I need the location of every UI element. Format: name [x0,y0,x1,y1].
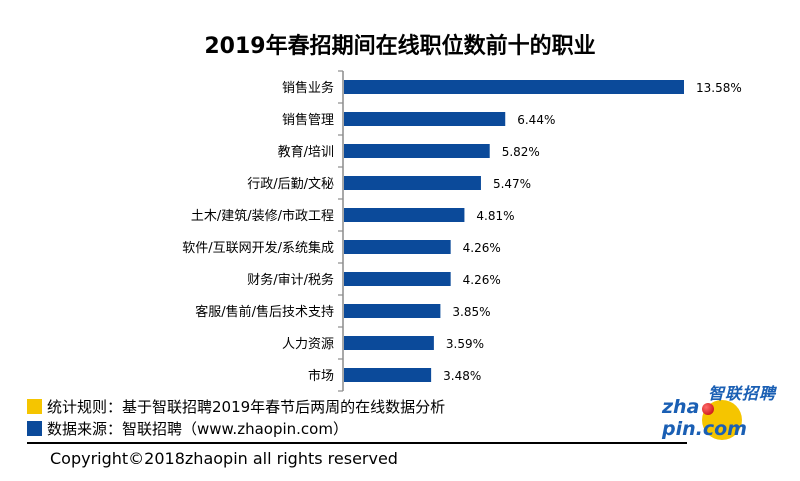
data-label: 4.26% [463,241,501,255]
logo-en-text: zhapin.com [662,396,747,440]
logo-ball-icon [702,403,714,415]
bar [344,272,451,286]
data-label: 6.44% [517,113,555,127]
note-text: 数据来源：智联招聘（www.zhaopin.com） [47,419,348,438]
note-stat-rule: 统计规则：基于智联招聘2019年春节后两周的在线数据分析 [27,395,445,417]
yellow-swatch-icon [27,398,42,414]
bar [344,80,684,94]
note-text: 统计规则：基于智联招聘2019年春节后两周的在线数据分析 [47,397,446,416]
data-label: 3.48% [443,369,481,383]
data-label: 4.26% [463,273,501,287]
bar [344,112,506,126]
data-label: 5.82% [502,145,540,159]
category-label: 销售业务 [282,80,334,96]
bar [344,304,441,318]
category-label: 行政/后勤/文秘 [247,177,334,192]
category-label: 教育/培训 [278,144,334,160]
bar [344,240,451,254]
category-label: 财务/审计/税务 [247,272,334,288]
data-label: 4.81% [476,209,514,223]
category-label: 人力资源 [282,337,334,352]
data-label: 3.85% [452,305,490,319]
category-label: 软件/互联网开发/系统集成 [182,240,334,256]
copyright: Copyright©2018zhaopin all rights reserve… [50,449,398,468]
chart-title: 2019年春招期间在线职位数前十的职业 [204,34,596,59]
category-label: 客服/售前/售后技术支持 [195,304,334,320]
data-label: 13.58% [696,81,742,95]
category-label: 市场 [308,368,334,384]
category-label: 销售管理 [282,112,334,128]
notes: 统计规则：基于智联招聘2019年春节后两周的在线数据分析 数据来源：智联招聘（w… [27,395,445,439]
divider [27,442,687,444]
note-data-source: 数据来源：智联招聘（www.zhaopin.com） [27,417,445,439]
bar [344,144,490,158]
category-label: 土木/建筑/装修/市政工程 [191,208,334,224]
bar [344,176,481,190]
data-label: 5.47% [493,177,531,191]
bar [344,368,432,382]
zhaopin-logo: 智联招聘 zhapin.com [662,378,782,440]
bar [344,336,434,350]
bar-chart: 销售业务 13.58% 销售管理 6.44% 教育/培训 5.82% 行政/后勤/文秘 5.4… [182,70,742,392]
bar [344,208,465,222]
logo-cn-text: 智联招聘 [708,384,777,403]
data-label: 3.59% [446,337,484,351]
blue-swatch-icon [27,420,42,436]
